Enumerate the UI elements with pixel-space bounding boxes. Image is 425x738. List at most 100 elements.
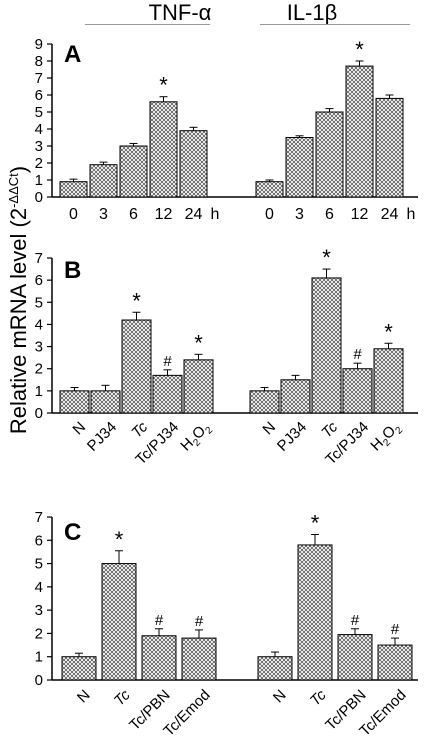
y-tick-label: 2: [35, 361, 43, 378]
bar: [377, 644, 413, 681]
x-tick-label: N: [259, 419, 279, 439]
y-tick-label: 2: [35, 155, 43, 172]
y-tick-label: 4: [35, 121, 43, 138]
y-tick-label: 6: [35, 87, 43, 104]
header-tnf-alpha-underline: [85, 24, 210, 25]
header-il1-beta-underline: [260, 24, 410, 25]
bar: [255, 181, 284, 198]
y-tick-label: 4: [35, 316, 43, 333]
x-tick-label: Tc: [111, 686, 134, 709]
significance-star: *: [384, 319, 393, 344]
y-tick-label: 2: [35, 625, 43, 642]
bar: [257, 656, 293, 681]
y-tick-label: 7: [35, 509, 43, 526]
bar: [149, 101, 178, 198]
bar: [141, 635, 177, 681]
bar: [181, 637, 217, 681]
bar: [59, 390, 90, 414]
x-tick-label: N: [74, 687, 94, 707]
x-tick-label: H2O2: [177, 418, 215, 456]
y-tick-label: 3: [35, 339, 43, 356]
bar: [59, 181, 88, 198]
bar: [315, 111, 344, 198]
bar: [285, 137, 314, 198]
y-tick-label: 1: [35, 649, 43, 666]
bar: [345, 65, 374, 198]
significance-star: *: [159, 73, 168, 98]
panel-label: C: [64, 519, 81, 546]
x-tick-label: 12: [155, 206, 173, 223]
y-tick-label: 5: [35, 294, 43, 311]
x-tick-label: 6: [129, 206, 138, 223]
x-unit-label: h: [407, 206, 416, 223]
bar: [311, 277, 342, 414]
y-tick-label: 7: [35, 70, 43, 87]
x-tick-label: Tc: [128, 418, 151, 441]
x-tick-label: PJ34: [84, 419, 120, 455]
y-tick-label: 0: [35, 405, 43, 422]
y-tick-label: 0: [35, 189, 43, 206]
bar: [90, 390, 121, 414]
bar: [101, 563, 137, 681]
panel-label: A: [64, 41, 81, 68]
significance-star: *: [132, 288, 141, 313]
bar: [119, 145, 148, 198]
y-tick-label: 6: [35, 272, 43, 289]
significance-hash: #: [163, 353, 172, 370]
significance-star: *: [115, 527, 124, 552]
y-tick-label: 3: [35, 602, 43, 619]
x-tick-label: N: [270, 687, 290, 707]
bar: [280, 379, 311, 414]
x-tick-label: PJ34: [274, 419, 310, 455]
y-tick-label: 1: [35, 383, 43, 400]
y-tick-label: 5: [35, 104, 43, 121]
significance-star: *: [311, 510, 320, 535]
y-tick-label: 3: [35, 138, 43, 155]
series-group-0: 0 3 6 * 12 24 h: [59, 73, 220, 223]
significance-hash: #: [353, 346, 362, 363]
bar: [297, 544, 333, 681]
significance-hash: #: [351, 612, 360, 629]
y-tick-label: 9: [35, 36, 43, 53]
x-tick-label: 12: [351, 206, 369, 223]
x-tick-label: 3: [295, 206, 304, 223]
x-tick-label: N: [69, 419, 89, 439]
x-tick-label: Tc: [318, 418, 341, 441]
bar: [342, 368, 373, 414]
x-tick-label: Tc: [307, 686, 330, 709]
bar: [249, 390, 280, 414]
bar: [121, 319, 152, 414]
series-group-1: 0 3 6 * 12 24 h: [255, 37, 416, 223]
significance-star: *: [355, 37, 364, 62]
panel-label: B: [64, 257, 81, 284]
significance-star: *: [322, 245, 331, 270]
x-tick-label: 6: [325, 206, 334, 223]
bar: [61, 656, 97, 681]
bar: [375, 97, 404, 198]
y-tick-label: 6: [35, 532, 43, 549]
significance-hash: #: [155, 612, 164, 629]
significance-hash: #: [391, 621, 400, 638]
y-tick-label: 7: [35, 250, 43, 267]
x-unit-label: h: [211, 206, 220, 223]
y-tick-label: 8: [35, 53, 43, 70]
x-tick-label: H2O2: [367, 418, 405, 456]
y-tick-label: 1: [35, 172, 43, 189]
y-tick-label: 0: [35, 672, 43, 689]
x-tick-label: 3: [99, 206, 108, 223]
series-group-0: N*Tc#Tc/PBN#Tc/Emod: [61, 527, 217, 738]
x-tick-label: 0: [265, 206, 274, 223]
bar: [152, 374, 183, 414]
y-tick-label: 4: [35, 579, 43, 596]
bar: [179, 130, 208, 198]
header-il1-beta: IL-1β: [286, 0, 338, 25]
bar: [337, 634, 373, 681]
significance-star: *: [194, 330, 203, 355]
bar: [89, 164, 118, 198]
